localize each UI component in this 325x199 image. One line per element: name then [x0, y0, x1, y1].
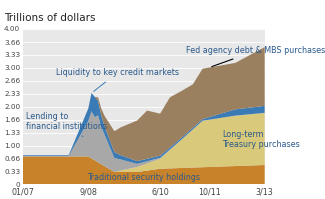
Text: Trillions of dollars: Trillions of dollars — [4, 13, 95, 23]
Text: Long-term
Treasury purchases: Long-term Treasury purchases — [222, 130, 300, 149]
Text: Traditional security holdings: Traditional security holdings — [87, 173, 200, 182]
Text: Lending to
financial institutions: Lending to financial institutions — [26, 112, 107, 137]
Text: Liquidity to key credit markets: Liquidity to key credit markets — [56, 68, 179, 91]
Text: Fed agency debt & MBS purchases: Fed agency debt & MBS purchases — [186, 46, 325, 67]
